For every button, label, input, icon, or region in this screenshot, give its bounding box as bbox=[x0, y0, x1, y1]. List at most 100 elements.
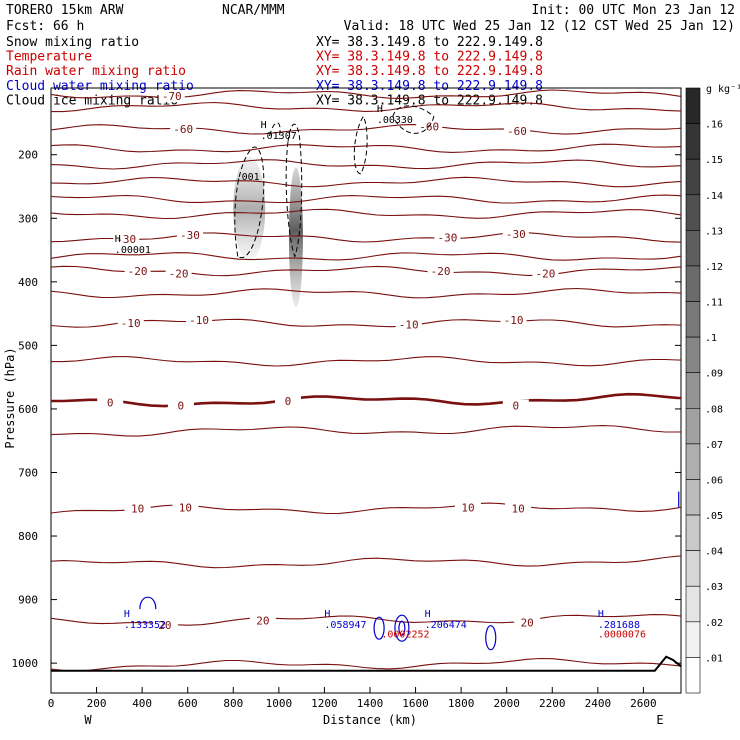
temperature-contour bbox=[50, 502, 682, 515]
temperature-label: 10 bbox=[511, 502, 524, 515]
cloud-water-contour bbox=[139, 596, 157, 610]
temperature-label: 20 bbox=[256, 614, 269, 627]
contour-label-bg bbox=[454, 501, 481, 514]
temperature-label: -20 bbox=[535, 268, 555, 281]
temperature-label: 10 bbox=[131, 502, 144, 515]
contour-label-bg bbox=[395, 318, 422, 331]
contour-label-bg bbox=[170, 122, 197, 135]
contour-label-bg bbox=[113, 232, 140, 245]
contour-label-bg bbox=[165, 267, 192, 280]
contour-label-bg bbox=[434, 231, 461, 244]
colorbar-swatch bbox=[685, 336, 701, 374]
cloud-ice-contour bbox=[392, 105, 435, 134]
colorbar-swatch bbox=[685, 372, 701, 409]
colorbar-swatch bbox=[685, 407, 701, 445]
center-title: NCAR/MMM bbox=[222, 3, 285, 18]
contour-label-bg bbox=[186, 313, 213, 326]
temperature-label: -30 bbox=[438, 232, 458, 245]
contour-label-bg bbox=[97, 396, 124, 409]
cloud-ice-contour bbox=[269, 122, 281, 139]
contour-label-bg bbox=[117, 316, 144, 329]
temperature-contour bbox=[50, 89, 682, 99]
x-tick-label: 1400 bbox=[357, 697, 384, 710]
contour-label-bg bbox=[500, 314, 527, 327]
temperature-label: 0 bbox=[285, 395, 292, 408]
colorbar-tick-label: .08 bbox=[705, 404, 723, 415]
x-tick-label: 2200 bbox=[539, 697, 566, 710]
colorbar-tick-label: .01 bbox=[705, 653, 723, 664]
colorbar-swatch bbox=[685, 479, 701, 516]
contour-label-bg bbox=[249, 614, 276, 627]
colorbar-tick-label: .11 bbox=[705, 298, 723, 309]
contour-label-bg bbox=[124, 502, 151, 515]
field-label: Cloud ice mixing ratio bbox=[6, 93, 178, 108]
y-tick-label: 300 bbox=[18, 212, 38, 225]
extremum-marker: H bbox=[261, 120, 267, 131]
contour-label-bg bbox=[158, 90, 185, 103]
contour-label-bg bbox=[151, 619, 178, 632]
forecast-hour: Fcst: 66 h bbox=[6, 19, 84, 34]
temperature-label: -70 bbox=[162, 90, 182, 103]
extremum-marker: H bbox=[124, 609, 130, 620]
colorbar-tick-label: .03 bbox=[705, 582, 723, 593]
temperature-label: -60 bbox=[173, 123, 193, 136]
colorbar-swatch bbox=[685, 514, 701, 551]
extremum-value: .001 bbox=[236, 172, 260, 183]
temperature-label: 0 bbox=[107, 396, 114, 409]
extremum-value: .0002252 bbox=[381, 630, 429, 641]
temperature-label: -30 bbox=[116, 233, 136, 246]
temperature-contour bbox=[50, 555, 682, 569]
field-label: Temperature bbox=[6, 50, 92, 65]
extremum-value: .206474 bbox=[425, 620, 467, 631]
colorbar-swatch bbox=[685, 585, 701, 623]
field-label: Cloud water mixing ratio bbox=[6, 79, 194, 94]
temperature-contour bbox=[50, 176, 682, 188]
header: TORERO 15km ARW NCAR/MMM Init: 00 UTC Mo… bbox=[6, 3, 735, 34]
y-tick-label: 700 bbox=[18, 466, 38, 479]
extremum-value: .058947 bbox=[324, 620, 366, 631]
plot-area: -70-60 -60 -60-30 -30 -30 -30-20 -20 -20 -20-10-… bbox=[50, 87, 682, 694]
contour-label-bg bbox=[514, 616, 541, 629]
colorbar-swatch bbox=[685, 301, 701, 338]
temperature-label: -60 bbox=[507, 125, 527, 138]
temperature-contours: -70-60 -60 -60-30 -30 -30 -30-20 -20 -20 -20-10-… bbox=[50, 89, 682, 672]
y-axis-title: Pressure (hPa) bbox=[3, 347, 17, 448]
cloud-ice-contour bbox=[234, 146, 265, 259]
temperature-label: 0 bbox=[512, 399, 519, 412]
field-label: Rain water mixing ratio bbox=[6, 64, 186, 79]
field-xy: XY= 38.3.149.8 to 222.9.149.8 bbox=[316, 64, 543, 79]
cloud-water-contour bbox=[398, 620, 406, 636]
y-tick-label: 400 bbox=[18, 276, 38, 289]
extremum-value: .01307 bbox=[261, 131, 297, 142]
colorbar-tick-label: .05 bbox=[705, 511, 723, 522]
extremum-value: .00001 bbox=[115, 245, 151, 256]
field-xy: XY= 38.3.149.8 to 222.9.149.8 bbox=[316, 35, 543, 50]
temperature-label: 10 bbox=[179, 501, 192, 514]
y-tick-label: 200 bbox=[18, 149, 38, 162]
x-tick-label: 200 bbox=[87, 697, 107, 710]
colorbar-swatch bbox=[685, 550, 701, 587]
x-tick-label: 2600 bbox=[630, 697, 657, 710]
colorbar-tick-label: .07 bbox=[705, 440, 723, 451]
temperature-contour bbox=[50, 194, 682, 204]
temperature-contour bbox=[50, 657, 682, 672]
contour-label-bg bbox=[505, 502, 532, 515]
temperature-contour bbox=[51, 392, 682, 408]
cloud-water-contour bbox=[485, 625, 497, 651]
snow-plume bbox=[288, 167, 303, 308]
temperature-contour bbox=[50, 124, 682, 135]
field-label: Snow mixing ratio bbox=[6, 35, 139, 50]
colorbar-swatch bbox=[685, 265, 701, 302]
temperature-contour bbox=[50, 318, 682, 328]
temperature-contour bbox=[50, 208, 682, 220]
extremum-marker: H bbox=[377, 104, 383, 115]
colorbar-tick-label: .14 bbox=[705, 191, 723, 202]
temperature-contour bbox=[50, 232, 681, 243]
cloud-ice-contour bbox=[285, 123, 303, 258]
extremum-marker: H bbox=[598, 609, 604, 620]
east-label: E bbox=[656, 713, 663, 727]
colorbar-swatch bbox=[685, 621, 701, 658]
x-tick-label: 2400 bbox=[585, 697, 612, 710]
